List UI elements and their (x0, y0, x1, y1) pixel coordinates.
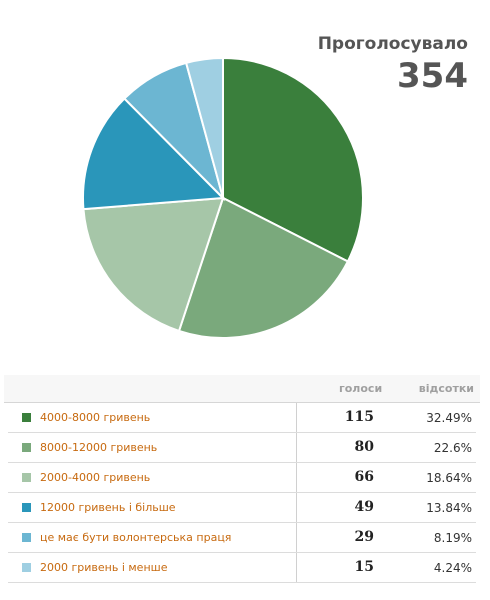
option-percent: 22.6% (433, 441, 472, 455)
total-votes-box: Проголосувало 354 (318, 34, 468, 96)
pie-slice-1 (222, 56, 364, 263)
pie-chart (82, 56, 364, 339)
column-divider (296, 463, 297, 492)
results-table: голоси відсотки 4000-8000 гривень 115 32.4… (4, 375, 480, 583)
result-row: 12000 гривень і більше 49 13.84% (8, 493, 476, 523)
option-votes: 29 (354, 529, 374, 545)
results-rows: 4000-8000 гривень 115 32.49% 8000-12000 гри… (4, 403, 480, 583)
column-divider (296, 523, 297, 552)
legend-swatch (22, 533, 31, 542)
option-percent: 18.64% (426, 471, 472, 485)
option-votes: 115 (344, 409, 374, 425)
option-votes: 15 (354, 559, 374, 575)
column-divider (296, 553, 297, 582)
result-row: 2000-4000 гривень 66 18.64% (8, 463, 476, 493)
column-divider (296, 493, 297, 522)
legend-swatch (22, 473, 31, 482)
pie-slice-2 (177, 196, 350, 339)
option-percent: 8.19% (433, 531, 472, 545)
result-row: це має бути волонтерська праця 29 8.19% (8, 523, 476, 553)
option-label[interactable]: це має бути волонтерська праця (40, 531, 232, 544)
option-percent: 4.24% (433, 561, 472, 575)
legend-swatch (22, 413, 31, 422)
pie-slice-3 (82, 196, 225, 333)
percent-column-header: відсотки (418, 382, 474, 395)
legend-swatch (22, 503, 31, 512)
option-label[interactable]: 2000 гривень і менше (40, 561, 168, 574)
results-header: голоси відсотки (4, 375, 480, 403)
pie-slice-6 (184, 56, 224, 199)
pie-slice-4 (82, 97, 226, 211)
option-label[interactable]: 2000-4000 гривень (40, 471, 151, 484)
option-votes: 49 (354, 499, 374, 515)
votes-column-header: голоси (339, 382, 383, 395)
legend-swatch (22, 563, 31, 572)
option-votes: 66 (354, 469, 374, 485)
option-percent: 32.49% (426, 411, 472, 425)
option-votes: 80 (354, 439, 374, 455)
option-label[interactable]: 4000-8000 гривень (40, 411, 151, 424)
option-percent: 13.84% (426, 501, 472, 515)
column-divider (296, 403, 297, 432)
result-row: 8000-12000 гривень 80 22.6% (8, 433, 476, 463)
result-row: 2000 гривень і менше 15 4.24% (8, 553, 476, 583)
legend-swatch (22, 443, 31, 452)
result-row: 4000-8000 гривень 115 32.49% (8, 403, 476, 433)
option-label[interactable]: 8000-12000 гривень (40, 441, 158, 454)
total-votes-label: Проголосувало (317, 34, 468, 54)
total-votes-value: 354 (397, 56, 468, 96)
option-label[interactable]: 12000 гривень і більше (40, 501, 176, 514)
column-divider (296, 433, 297, 462)
